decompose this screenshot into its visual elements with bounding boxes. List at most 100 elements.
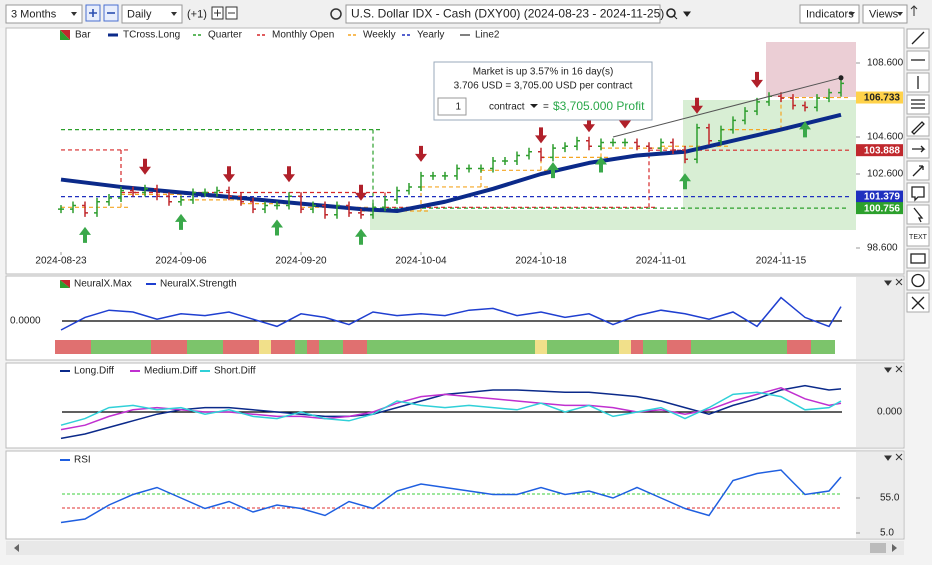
price-bar <box>778 92 784 103</box>
panel-icons <box>884 278 903 461</box>
sell-arrow <box>355 184 367 201</box>
price-bar <box>202 188 208 197</box>
price-tag <box>856 91 903 104</box>
price-bar <box>166 192 172 206</box>
price-bar <box>574 136 580 151</box>
y-tick-label: 102.600 <box>867 169 904 180</box>
price-bar <box>358 208 364 219</box>
signal-strip <box>631 340 643 354</box>
price-bar <box>298 192 304 214</box>
legend-label: Bar <box>75 30 91 41</box>
price-bar <box>790 94 796 110</box>
legend-label: Weekly <box>363 30 396 41</box>
y-tick-label: 108.600 <box>867 58 904 69</box>
signal-strip <box>271 340 295 354</box>
symbol-box[interactable] <box>345 4 661 24</box>
price-bar <box>718 125 724 145</box>
price-bar <box>538 147 544 162</box>
range-text: 3 Months <box>11 8 57 20</box>
scroll-thumb[interactable] <box>870 543 886 553</box>
interval-select[interactable] <box>121 4 183 24</box>
price-tag-label: 106.733 <box>864 93 901 104</box>
signal-strip <box>367 340 535 354</box>
price-bar <box>262 201 268 214</box>
legend-label: Quarter <box>208 30 243 41</box>
legend-label: NeuralX.Max <box>74 279 132 290</box>
buy-arrow <box>271 219 283 236</box>
price-bar <box>658 138 664 153</box>
unit-dropdown[interactable] <box>530 104 538 108</box>
price-bar <box>562 142 568 153</box>
tool-circle[interactable] <box>906 270 930 291</box>
signal-strip <box>547 340 619 354</box>
price-bar <box>370 203 376 219</box>
profit-text: $3,705.000 Profit <box>553 99 645 113</box>
tool-rect[interactable] <box>906 248 930 269</box>
price-bar <box>526 147 532 160</box>
signal-strip <box>619 340 631 354</box>
offset-text: (+1) <box>187 8 207 20</box>
signal-strip <box>55 340 91 354</box>
price-bar <box>322 201 328 219</box>
interval-text: Daily <box>127 8 152 20</box>
signal-strip <box>535 340 547 354</box>
quantity-input[interactable] <box>437 97 467 116</box>
signal-strip <box>811 340 835 354</box>
toolbar: 3 Months Daily (+1) U.S. Dollar IDX - Ca… <box>0 0 932 28</box>
sell-arrow <box>283 166 295 183</box>
scrollbar <box>6 541 904 555</box>
range-select[interactable] <box>5 4 83 24</box>
signal-strip <box>691 340 787 354</box>
x-tick-label: 2024-09-06 <box>155 256 207 267</box>
indicators-text: Indicators <box>806 8 854 20</box>
price-bar <box>142 184 148 197</box>
price-bar <box>106 194 112 206</box>
sell-arrow <box>415 145 427 162</box>
strength-line <box>60 296 842 331</box>
price-tag-label: 100.756 <box>864 203 901 214</box>
views-text: Views <box>869 8 899 20</box>
price-bar <box>814 94 820 112</box>
price-tag <box>856 190 903 203</box>
price-bar <box>622 138 628 147</box>
rsi-panel <box>5 450 905 540</box>
legend-label: Long.Diff <box>74 366 114 377</box>
buy-arrow <box>355 228 367 245</box>
y-tick-label: 5.0 <box>880 528 894 539</box>
price-bar <box>382 195 388 212</box>
price-bar <box>310 201 316 214</box>
legend-label: TCross.Long <box>123 30 180 41</box>
price-bar <box>82 201 88 217</box>
search-button[interactable] <box>666 8 676 18</box>
tool-pointer[interactable] <box>906 204 930 225</box>
tool-text[interactable] <box>906 226 930 247</box>
signal-strip <box>223 340 259 354</box>
price-tag-label: 101.379 <box>864 192 901 203</box>
legend-label: Short.Diff <box>214 366 256 377</box>
price-bar <box>418 171 424 191</box>
x-tick-label: 2024-10-04 <box>395 256 447 267</box>
price-bar <box>754 97 760 116</box>
signal-strip <box>319 340 343 354</box>
legend-label: Medium.Diff <box>144 366 197 377</box>
buy-arrow <box>79 226 91 243</box>
price-bar <box>154 184 160 201</box>
price-bar <box>130 186 136 197</box>
signal-strip <box>91 340 151 354</box>
indicators-button[interactable] <box>799 4 860 24</box>
refresh-button[interactable] <box>330 8 342 20</box>
rsi-line <box>60 469 842 524</box>
legend-swatch <box>60 30 70 40</box>
price-bar <box>682 145 688 164</box>
legend-label: Monthly Open <box>272 30 334 41</box>
price-bar <box>730 116 736 134</box>
price-bar <box>58 205 64 214</box>
y-tick-label: 98.600 <box>867 243 898 254</box>
price-bar <box>190 188 196 204</box>
views-button[interactable] <box>862 4 908 24</box>
side-toolbar: TEXT <box>905 28 932 313</box>
price-bar <box>454 164 460 180</box>
tool-note[interactable] <box>906 182 930 203</box>
price-bar <box>238 192 244 206</box>
symbol-title: U.S. Dollar IDX - Cash (DXY00) (2024-08-… <box>351 7 664 21</box>
